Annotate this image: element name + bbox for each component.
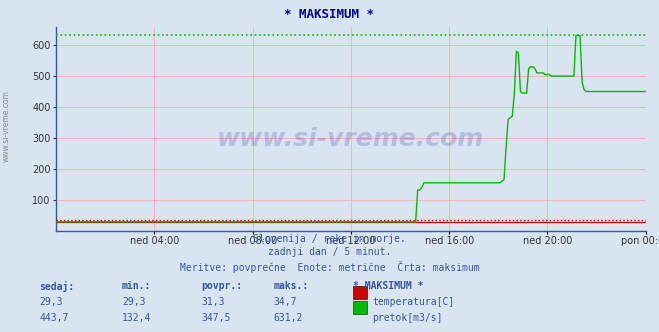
Text: 443,7: 443,7: [40, 313, 69, 323]
Text: * MAKSIMUM *: * MAKSIMUM *: [353, 281, 423, 290]
Text: 132,4: 132,4: [122, 313, 152, 323]
Text: www.si-vreme.com: www.si-vreme.com: [2, 90, 11, 162]
Text: sedaj:: sedaj:: [40, 281, 74, 291]
Text: 29,3: 29,3: [122, 297, 146, 307]
Text: maks.:: maks.:: [273, 281, 308, 290]
Text: pretok[m3/s]: pretok[m3/s]: [372, 313, 443, 323]
Text: Slovenija / reke in morje.: Slovenija / reke in morje.: [253, 234, 406, 244]
Text: 29,3: 29,3: [40, 297, 63, 307]
Text: 31,3: 31,3: [201, 297, 225, 307]
Text: 631,2: 631,2: [273, 313, 303, 323]
Text: zadnji dan / 5 minut.: zadnji dan / 5 minut.: [268, 247, 391, 257]
Text: 34,7: 34,7: [273, 297, 297, 307]
Text: povpr.:: povpr.:: [201, 281, 242, 290]
Text: min.:: min.:: [122, 281, 152, 290]
Text: 347,5: 347,5: [201, 313, 231, 323]
Text: www.si-vreme.com: www.si-vreme.com: [217, 127, 484, 151]
Text: Meritve: povprečne  Enote: metrične  Črta: maksimum: Meritve: povprečne Enote: metrične Črta:…: [180, 261, 479, 273]
Text: temperatura[C]: temperatura[C]: [372, 297, 455, 307]
Text: * MAKSIMUM *: * MAKSIMUM *: [285, 8, 374, 21]
